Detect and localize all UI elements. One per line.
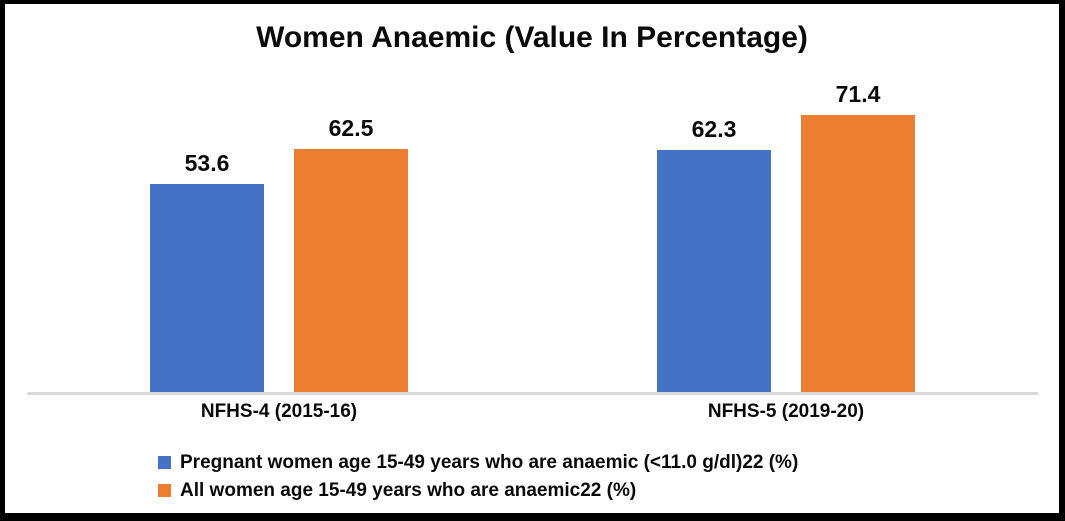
legend-item-series-2: All women age 15-49 years who are anaemi… bbox=[158, 476, 798, 504]
bar-series-1-group-1: 53.6 bbox=[150, 152, 264, 392]
legend-label: All women age 15-49 years who are anaemi… bbox=[180, 479, 637, 501]
category-label: NFHS-4 (2015-16) bbox=[200, 401, 358, 422]
chart-title: Women Anaemic (Value In Percentage) bbox=[256, 21, 808, 54]
legend-item-series-1: Pregnant women age 15-49 years who are a… bbox=[158, 448, 798, 476]
plot-area: 53.6 62.5 62.3 71.4 bbox=[5, 4, 1059, 513]
x-axis-line bbox=[27, 392, 1038, 395]
bar-value-label: 71.4 bbox=[835, 81, 881, 107]
legend-label: Pregnant women age 15-49 years who are a… bbox=[180, 451, 799, 473]
legend-swatch-icon bbox=[158, 483, 171, 497]
bar-series-2-group-2: 71.4 bbox=[801, 83, 915, 392]
legend: Pregnant women age 15-49 years who are a… bbox=[158, 448, 798, 504]
bar-value-label: 62.3 bbox=[691, 116, 737, 142]
legend-swatch-icon bbox=[158, 455, 171, 469]
bar-value-label: 53.6 bbox=[184, 150, 230, 176]
bar-series-2-group-1: 62.5 bbox=[294, 117, 408, 392]
category-label: NFHS-5 (2019-20) bbox=[707, 401, 865, 422]
bar-value-label: 62.5 bbox=[328, 115, 374, 141]
bar-series-1-group-2: 62.3 bbox=[657, 118, 771, 392]
